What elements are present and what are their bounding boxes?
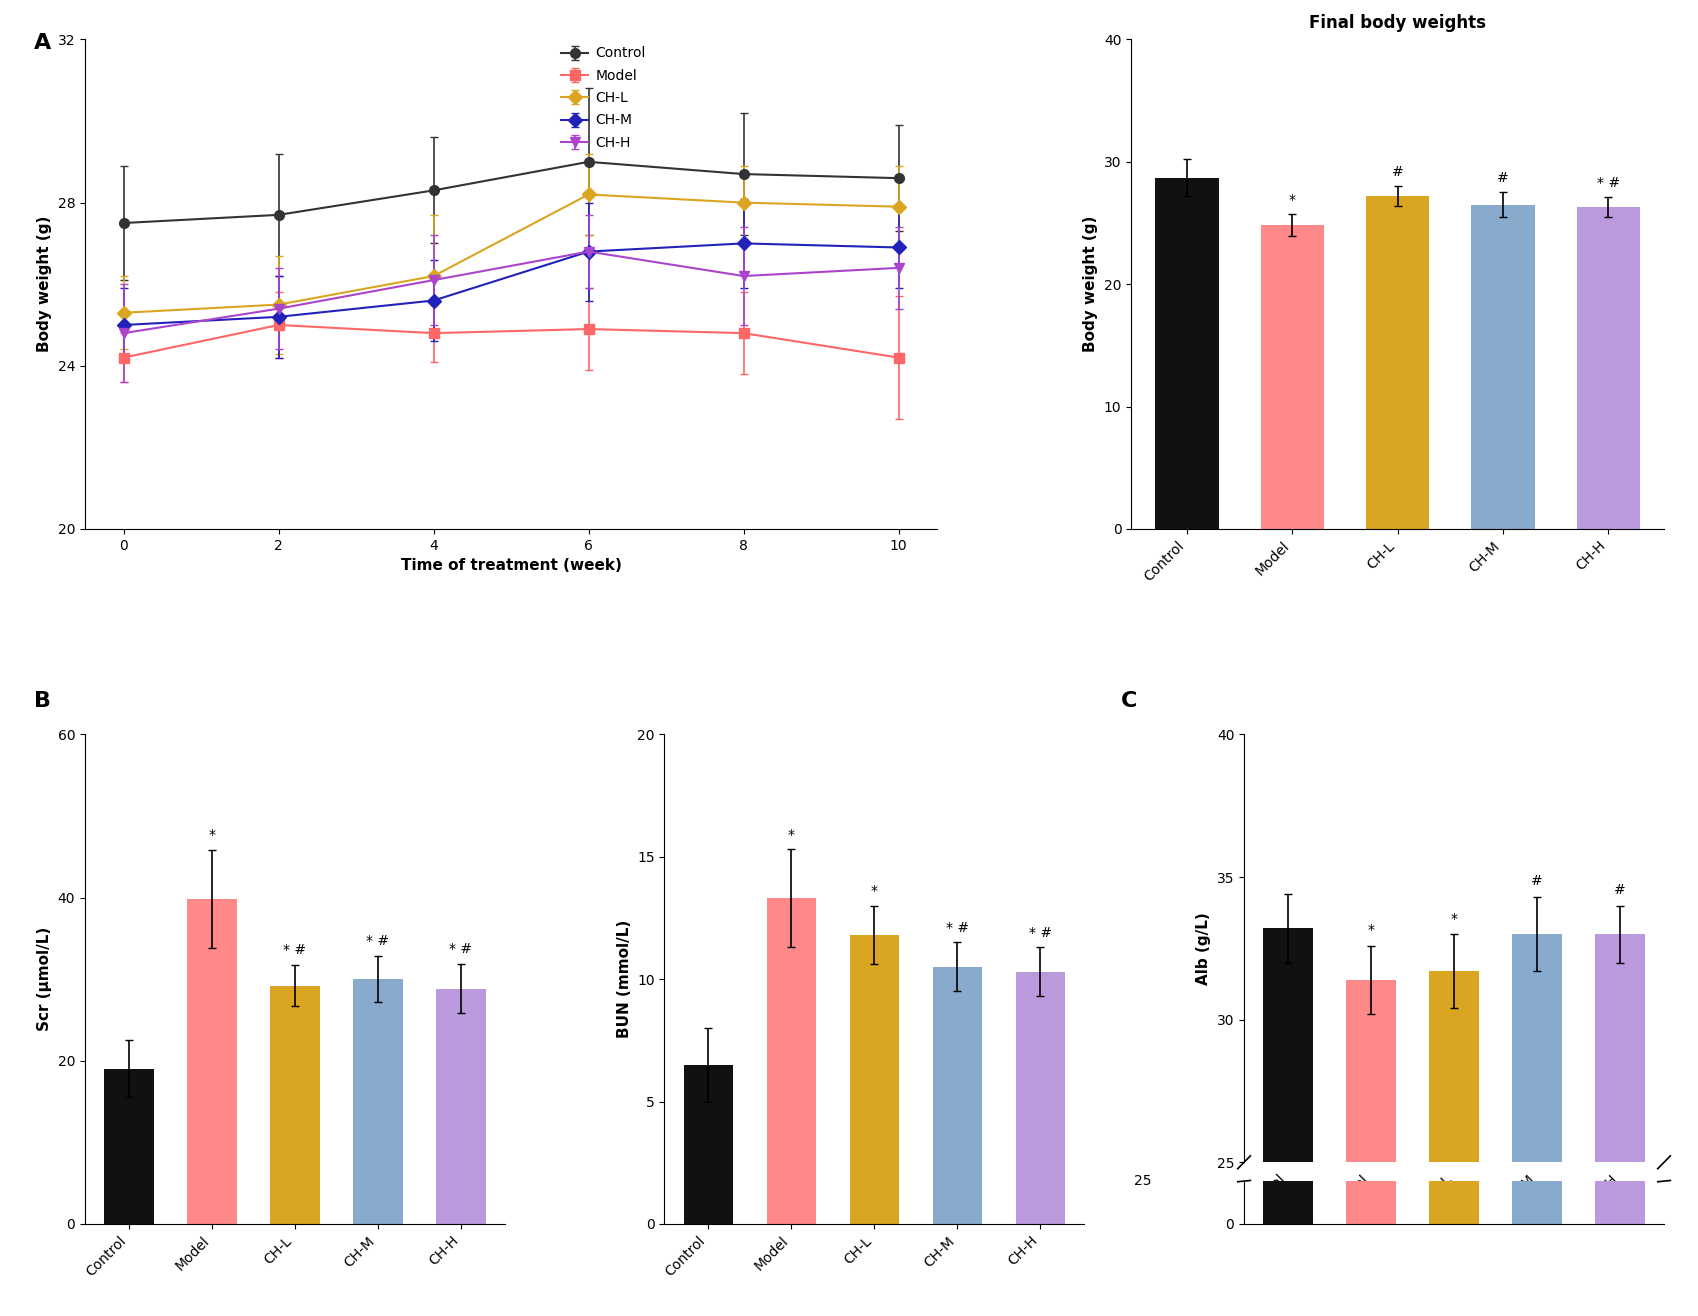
Bar bbox=[766, 899, 817, 1224]
Bar bbox=[1577, 207, 1640, 529]
Bar bbox=[1472, 205, 1535, 529]
Text: #: # bbox=[1392, 164, 1404, 179]
Text: * #: * # bbox=[284, 944, 306, 957]
Bar bbox=[1367, 196, 1430, 529]
Text: * #: * # bbox=[1596, 176, 1620, 190]
Text: * #: * # bbox=[1029, 926, 1053, 940]
Bar bbox=[1263, 928, 1313, 1316]
Text: C: C bbox=[1121, 691, 1138, 711]
Text: *: * bbox=[871, 884, 878, 899]
Text: *: * bbox=[788, 828, 795, 842]
Text: *: * bbox=[1450, 912, 1457, 925]
Bar bbox=[1262, 225, 1324, 529]
Bar bbox=[270, 986, 319, 1224]
Text: * #: * # bbox=[946, 921, 970, 936]
Bar bbox=[1263, 1180, 1313, 1224]
Text: A: A bbox=[34, 33, 51, 53]
Bar bbox=[1015, 971, 1065, 1224]
Bar bbox=[1513, 934, 1562, 1316]
Text: *: * bbox=[1289, 193, 1296, 207]
Bar bbox=[932, 967, 983, 1224]
Bar bbox=[104, 1069, 155, 1224]
Bar bbox=[1594, 1180, 1645, 1224]
Text: * #: * # bbox=[450, 942, 472, 957]
Text: #: # bbox=[1498, 171, 1510, 186]
Bar bbox=[436, 988, 486, 1224]
Text: *: * bbox=[1367, 923, 1375, 937]
Y-axis label: BUN (mmol/L): BUN (mmol/L) bbox=[616, 920, 632, 1038]
Bar bbox=[849, 936, 900, 1224]
Bar bbox=[187, 899, 236, 1224]
Legend: Control, Model, CH-L, CH-M, CH-H: Control, Model, CH-L, CH-M, CH-H bbox=[560, 46, 645, 150]
Text: * #: * # bbox=[367, 934, 389, 948]
Bar bbox=[684, 1065, 734, 1224]
Y-axis label: Scr (μmol/L): Scr (μmol/L) bbox=[37, 926, 53, 1032]
Bar bbox=[1155, 178, 1219, 529]
Bar bbox=[353, 979, 402, 1224]
Bar bbox=[1513, 1180, 1562, 1224]
Text: *: * bbox=[209, 828, 216, 842]
Y-axis label: Body weight (g): Body weight (g) bbox=[37, 216, 53, 353]
Bar bbox=[1430, 971, 1479, 1316]
Y-axis label: Alb (g/L): Alb (g/L) bbox=[1197, 912, 1211, 984]
Title: Final body weights: Final body weights bbox=[1309, 14, 1486, 33]
Bar bbox=[1347, 979, 1396, 1316]
Bar bbox=[1430, 1180, 1479, 1224]
Bar bbox=[1347, 1180, 1396, 1224]
Text: #: # bbox=[1615, 883, 1627, 898]
X-axis label: Time of treatment (week): Time of treatment (week) bbox=[401, 558, 621, 574]
Text: #: # bbox=[1532, 874, 1543, 888]
Text: B: B bbox=[34, 691, 51, 711]
Text: 25: 25 bbox=[1134, 1174, 1151, 1188]
Bar bbox=[1594, 934, 1645, 1316]
Y-axis label: Body weight (g): Body weight (g) bbox=[1083, 216, 1099, 353]
